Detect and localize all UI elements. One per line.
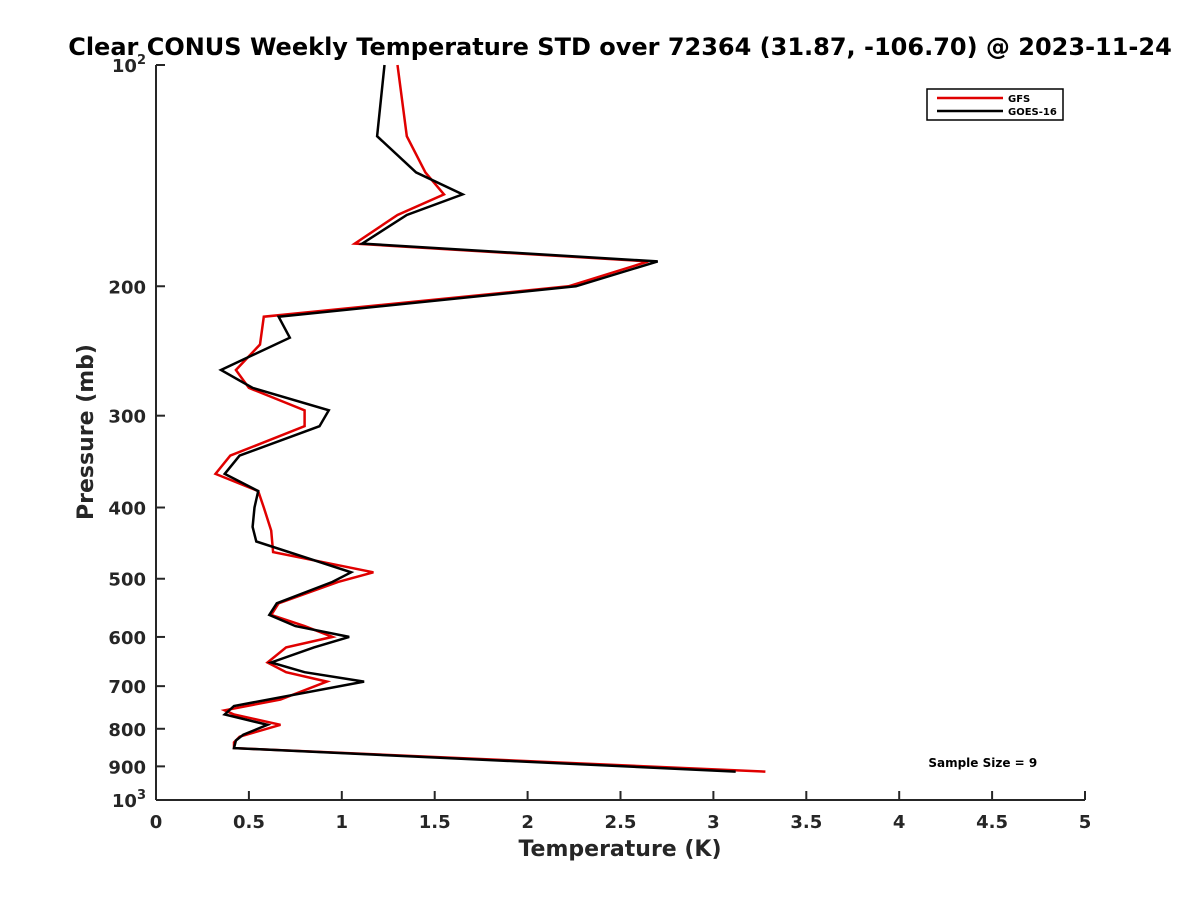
y-tick-label: 300 — [108, 407, 146, 428]
series-line-goes-16 — [218, 64, 736, 773]
y-tick-label: 200 — [108, 277, 146, 298]
series-line-gfs — [213, 64, 766, 773]
x-tick-label: 3 — [707, 812, 720, 833]
x-tick-label: 2.5 — [605, 812, 637, 833]
x-tick-label: 1.5 — [419, 812, 451, 833]
legend: GFS GOES-16 — [926, 88, 1064, 121]
x-ticks-group: 0 0.5 1 1.5 2 2.5 3 3.5 4 4.5 5 — [150, 791, 1092, 833]
x-tick-label: 4.5 — [976, 812, 1008, 833]
legend-label-goes-16: GOES-16 — [1008, 107, 1057, 118]
x-tick-label: 1 — [336, 812, 349, 833]
y-tick-label: 800 — [108, 720, 146, 741]
legend-label-gfs: GFS — [1008, 94, 1030, 105]
y-tick-label: 600 — [108, 628, 146, 649]
y-tick-label: 500 — [108, 570, 146, 591]
x-tick-label: 4 — [893, 812, 906, 833]
y-tick-label: 400 — [108, 499, 146, 520]
y-tick-label: 102 — [112, 53, 146, 77]
sample-size-annotation: Sample Size = 9 — [928, 756, 1037, 770]
y-axis-label: Pressure (mb) — [74, 344, 99, 520]
y-ticks-group: 102 200 300 400 500 600 700 800 900 103 — [108, 53, 165, 812]
x-tick-label: 5 — [1079, 812, 1092, 833]
x-tick-label: 0 — [150, 812, 163, 833]
axes-group — [155, 65, 1085, 801]
legend-box — [926, 88, 1064, 121]
x-tick-label: 2 — [521, 812, 534, 833]
y-tick-label: 700 — [108, 677, 146, 698]
x-axis-label: Temperature (K) — [518, 837, 721, 862]
x-tick-label: 3.5 — [790, 812, 822, 833]
plot-series-group — [213, 64, 766, 773]
x-tick-label: 0.5 — [233, 812, 265, 833]
chart-title: Clear CONUS Weekly Temperature STD over … — [68, 33, 1172, 61]
y-tick-label: 900 — [108, 757, 146, 778]
y-tick-label: 103 — [112, 788, 146, 812]
